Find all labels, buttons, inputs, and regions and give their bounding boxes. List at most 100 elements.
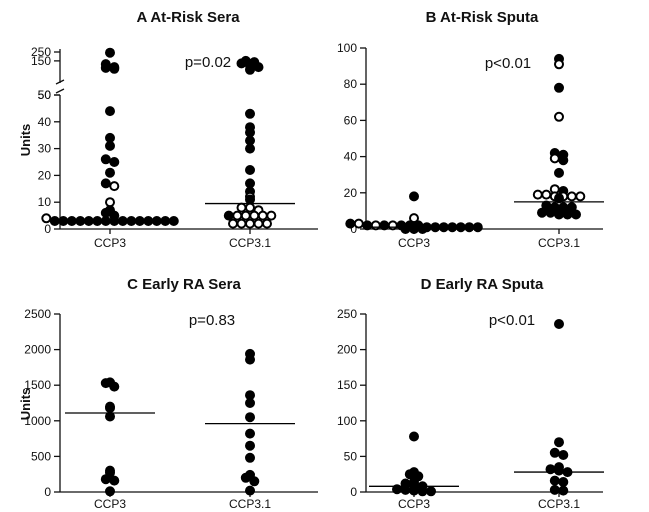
panel-a-y-tick-label: 150 [31,54,51,68]
panel-b-title: B At-Risk Sputa [426,9,539,26]
panel-d-title: D Early RA Sputa [421,276,544,293]
panel-b-ccp3-1-point [537,207,547,218]
panel-c-ccp3-point [105,403,115,413]
panel-b-y-tick-label: 60 [344,113,358,127]
panel-d-y-tick-label: 100 [337,414,357,428]
panel-c-ccp3-1-point [249,476,260,487]
panel-a-ccp3-1-point [236,58,247,69]
panel-c-ccp3-1-point [240,472,251,483]
panel-a-ccp3-1-point [245,218,255,229]
panel-b-ccp3-1-point [554,82,564,93]
panel-c-p-value: p=0.83 [189,312,235,329]
panel-c-title: C Early RA Sera [127,276,241,293]
panel-c-y-tick-label: 2000 [24,343,51,357]
panel-b-ccp3-1-point [566,202,577,213]
panel-a-ccp3-point [105,132,115,143]
panel-b-ccp3-point [409,213,419,224]
panel-a-y-axis-label: Units [18,124,33,157]
panel-a-ccp3-point [100,207,111,218]
panel-d-y-tick-label: 250 [337,307,357,321]
panel-a-ccp3-1-point [245,64,255,75]
panel-c-x-tick-label-ccp3: CCP3 [94,497,126,511]
panel-b-ccp3-1-point [554,59,564,70]
panel-a-y-tick-label: 250 [31,45,51,59]
panel-a-p-value: p=0.02 [185,54,231,71]
panel-b-ccp3-1-point [575,191,586,202]
panel-c-ccp3-point [109,381,120,392]
panel-b-ccp3-point [472,222,483,233]
panel-a-ccp3-1-point [240,210,251,221]
panel-a-ccp3-point [109,181,120,192]
panel-b-ccp3-1-point [571,209,581,220]
panel-c-ccp3-1-point [245,428,255,439]
panel-d-ccp3-1-point [558,450,569,460]
panel-b-y-tick-label: 100 [337,41,357,55]
panel-a-y-tick-label: 50 [38,88,52,102]
panel-a-ccp3-1-point [232,210,243,221]
panel-a-ccp3-1-point [245,127,255,138]
panel-a-ccp3-point [134,216,145,226]
panel-a-ccp3-point [126,216,137,226]
panel-b-y-tick-label: 80 [344,77,358,91]
panel-a-ccp3-point [75,216,86,226]
panel-a-ccp3-point [105,106,115,117]
panel-b-x-tick-label-ccp3-1: CCP3.1 [538,236,580,250]
panel-c-ccp3-1-point [245,452,255,463]
panel-b-ccp3-point [379,220,390,231]
panel-a-ccp3-point [168,216,179,226]
panel-a-y-tick-label: 10 [38,195,52,209]
panel-d-ccp3-1-point [558,477,569,487]
panel-b-ccp3-1-point [562,209,573,220]
panel-c-ccp3-1-point [245,412,255,423]
panel-a-ccp3-point [117,216,128,226]
panel-d-ccp3-point [400,484,411,495]
panel-a-ccp3-point [105,197,115,208]
panel-a-ccp3-point [100,178,111,189]
panel-a-ccp3-1-point [228,218,238,229]
panel-c-x-tick-label-ccp3-1: CCP3.1 [229,497,271,511]
panel-d-ccp3-point [409,431,419,442]
panel-c-ccp3-1-point [245,398,255,408]
panel-a-ccp3-point [160,216,171,226]
panel-c-y-axis-label: Units [18,388,33,421]
panel-a-ccp3-point [83,216,94,226]
panel-a-ccp3-point [109,63,120,74]
panel-b-ccp3-point [345,218,356,229]
panel-b-ccp3-point [362,220,373,231]
panel-c-ccp3-1-point [245,485,255,496]
panel-a-ccp3-point [151,216,162,226]
panel-d-y-tick-label: 0 [350,485,357,499]
panel-d-y-tick-label: 150 [337,378,357,392]
panel-b-y-tick-label: 20 [344,186,358,200]
panel-d-y-tick-label: 200 [337,343,357,357]
panel-b-x-tick-label-ccp3: CCP3 [398,236,430,250]
panel-b-ccp3-1-point [558,155,569,166]
panel-a-ccp3-1-point [245,178,255,189]
panel-b-ccp3-point [353,218,364,229]
panel-b-ccp3-point [464,222,475,233]
panel-b-p-value: p<0.01 [485,55,531,72]
panel-d-ccp3-1-point [549,475,560,486]
panel-d-x-tick-label-ccp3-1: CCP3.1 [538,497,580,511]
panel-a-ccp3-point [49,216,60,226]
panel-d-ccp3-1-point [549,484,560,495]
panel-a-y-tick-label: 20 [38,168,52,182]
panel-d-ccp3-1-point [558,485,569,496]
panel-c-y-tick-label: 2500 [24,307,51,321]
panel-a-ccp3-1-point [266,210,277,221]
panel-c-ccp3-point [109,475,120,486]
panel-b-ccp3-1-point [554,193,564,204]
panel-b-ccp3-point [409,191,419,202]
panel-b-ccp3-1-point [549,153,560,164]
panel-a-ccp3-1-point [249,210,260,221]
panel-a-ccp3-1-point [245,135,255,146]
panel-a-ccp3-point [66,216,77,226]
panel-b-ccp3-1-point [566,191,577,202]
panel-a-ccp3-point [109,157,120,167]
panel-b-ccp3-1-point [554,167,564,178]
panel-a-ccp3-1-point [245,165,255,175]
panel-a-ccp3-point [105,167,115,178]
panel-a-ccp3-1-point [245,194,255,205]
panel-a-ccp3-point [92,216,103,226]
